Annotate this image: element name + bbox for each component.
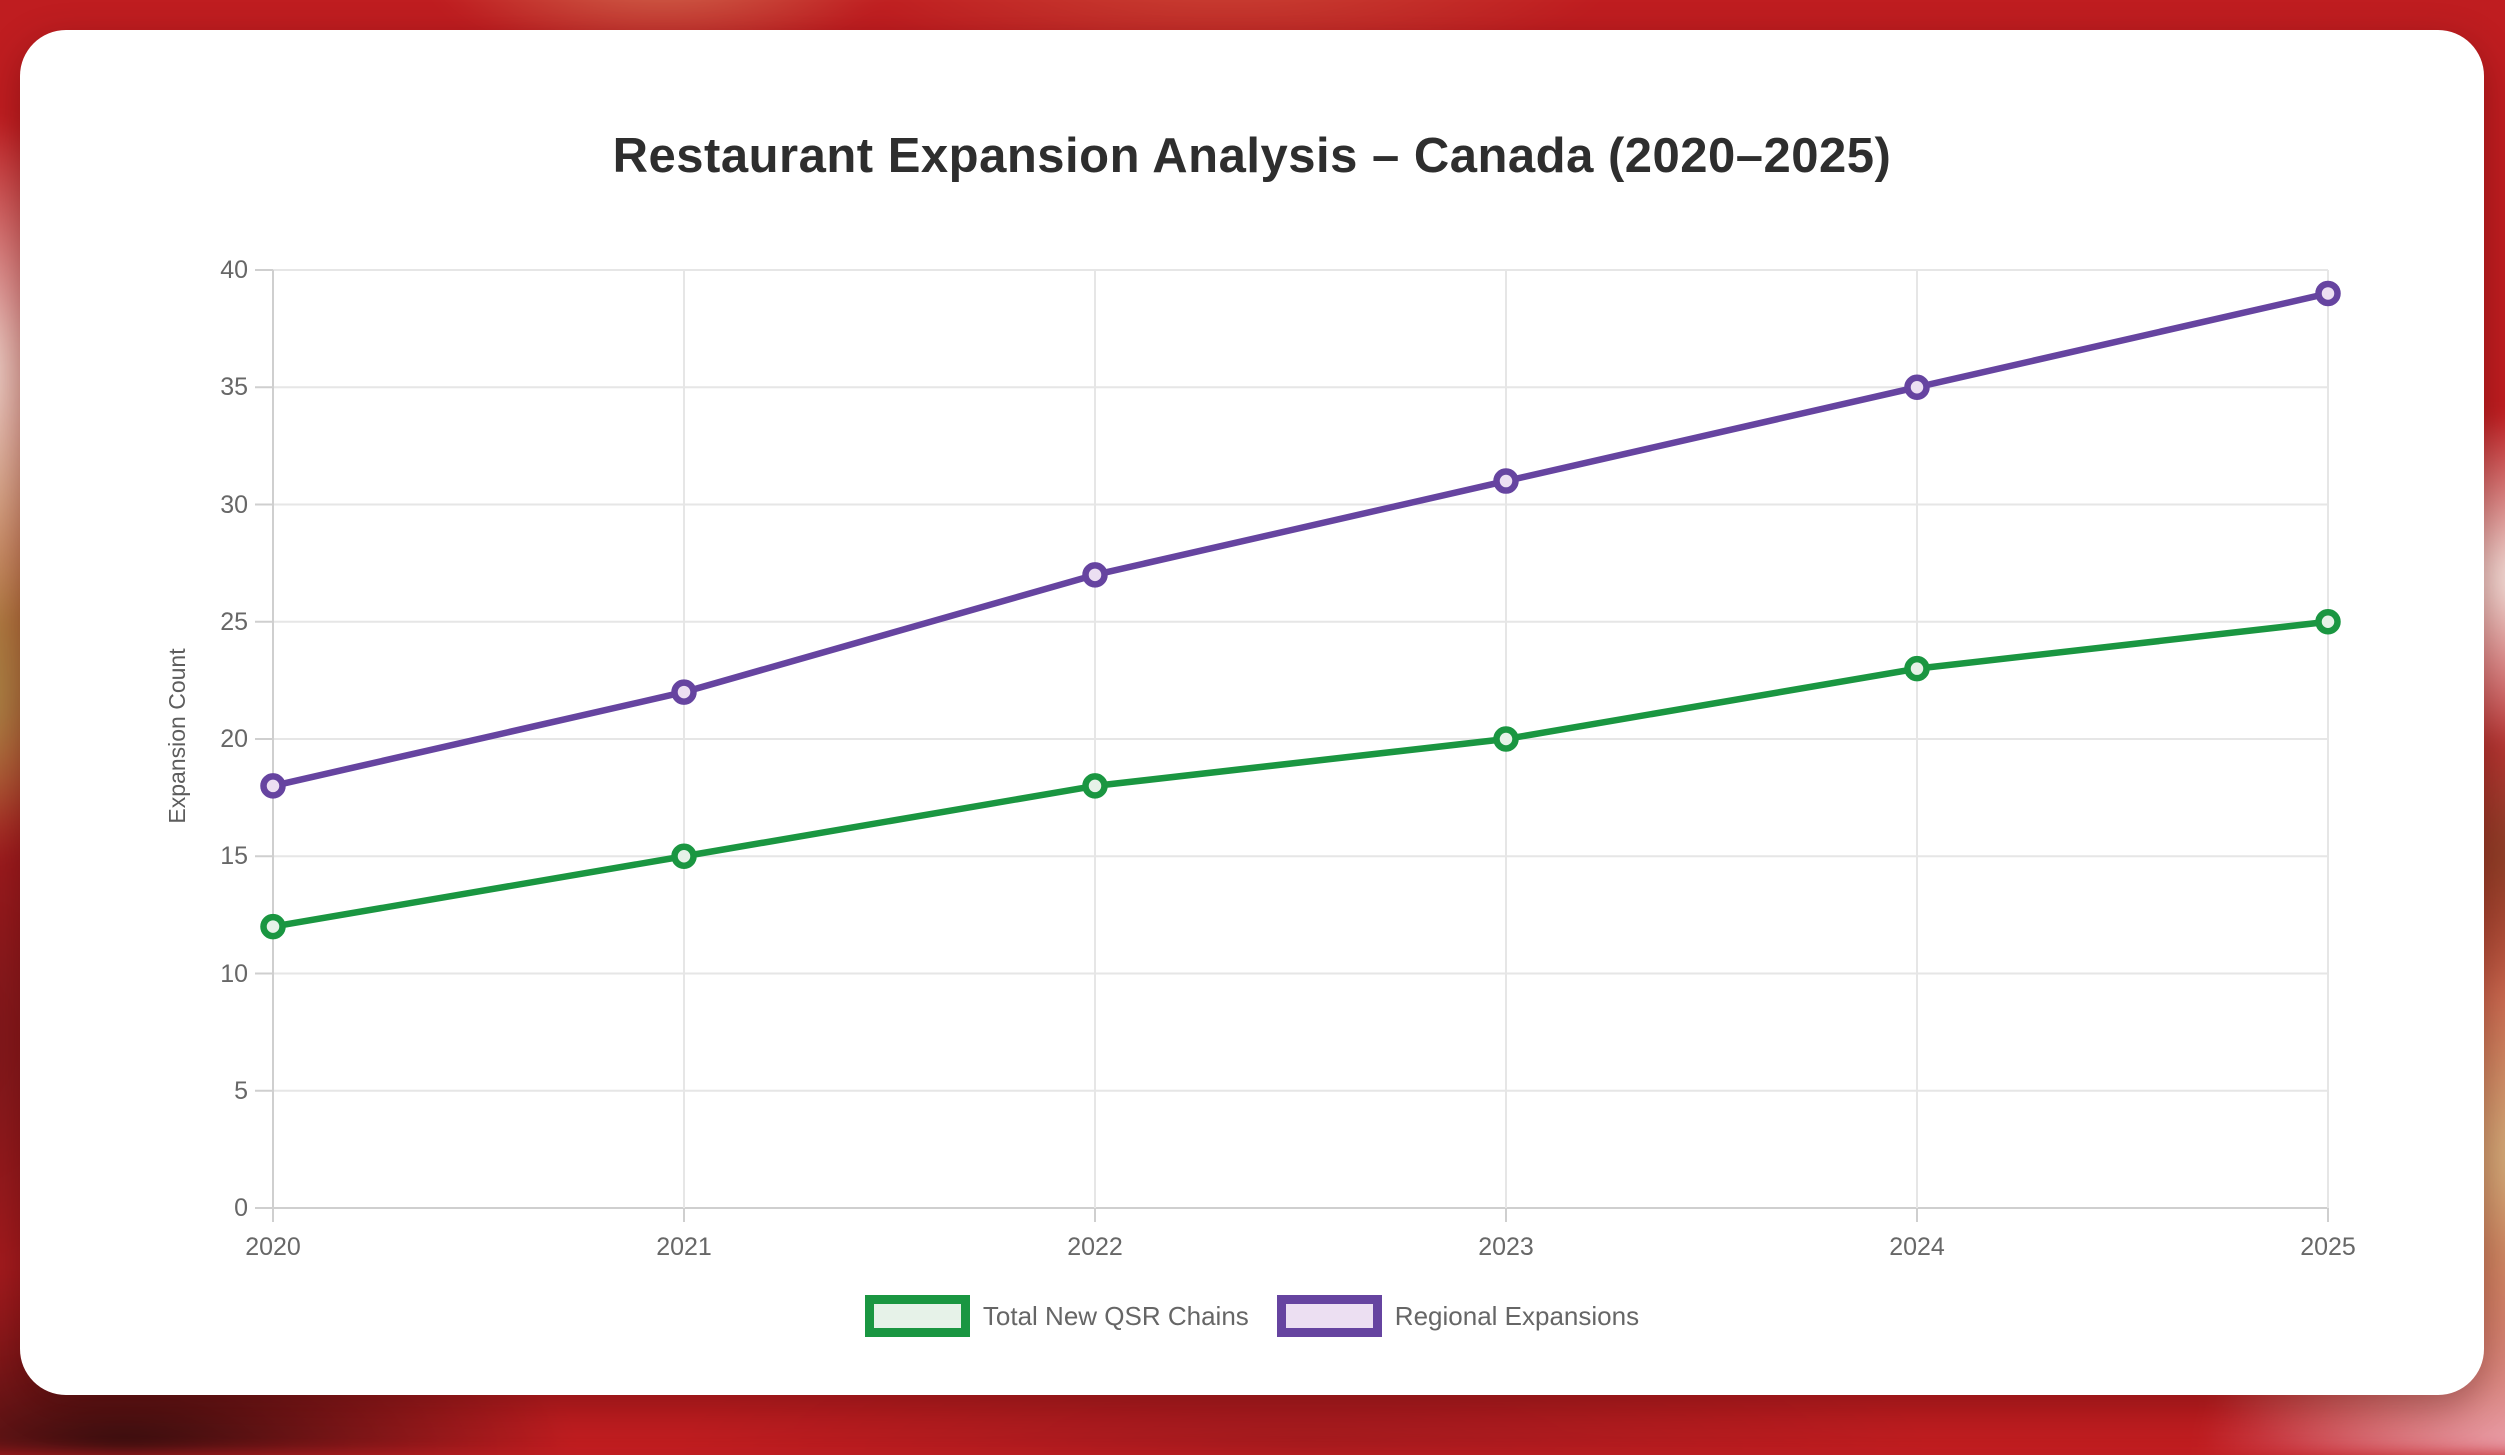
chart-legend: Total New QSR Chains Regional Expansions xyxy=(20,1295,2484,1337)
legend-swatch-green xyxy=(864,1295,970,1337)
x-tick-label: 2023 xyxy=(1478,1233,1534,1261)
legend-label: Total New QSR Chains xyxy=(982,1300,1249,1331)
y-axis: 0 5 10 15 20 25 30 35 40 xyxy=(20,256,248,1222)
y-tick-label: 0 xyxy=(234,1194,248,1222)
x-tick-label: 2020 xyxy=(245,1233,301,1261)
chart-card: Restaurant Expansion Analysis – Canada (… xyxy=(20,30,2484,1395)
legend-label: Regional Expansions xyxy=(1394,1300,1640,1331)
legend-swatch-purple xyxy=(1276,1295,1382,1337)
y-tick-label: 35 xyxy=(220,373,248,402)
x-tick-label: 2021 xyxy=(656,1233,712,1261)
x-tick-label: 2022 xyxy=(1067,1233,1123,1261)
y-tick-label: 30 xyxy=(220,490,248,519)
legend-item-regional-expansions[interactable]: Regional Expansions xyxy=(1276,1295,1640,1337)
plot-area xyxy=(255,269,2341,1222)
y-tick-label: 40 xyxy=(220,256,248,284)
y-tick-label: 15 xyxy=(220,842,248,871)
legend-item-total-new-qsr-chains[interactable]: Total New QSR Chains xyxy=(864,1295,1249,1337)
x-axis: 2020 2021 2022 2023 2024 2025 xyxy=(245,1233,2356,1267)
y-tick-label: 5 xyxy=(234,1076,248,1105)
y-tick-label: 25 xyxy=(220,607,248,636)
line-chart-svg xyxy=(255,269,2341,1222)
x-tick-label: 2025 xyxy=(2300,1233,2356,1261)
y-tick-label: 20 xyxy=(220,725,248,753)
y-tick-label: 10 xyxy=(220,959,248,988)
chart-title: Restaurant Expansion Analysis – Canada (… xyxy=(612,129,1892,183)
x-tick-label: 2024 xyxy=(1889,1233,1945,1261)
